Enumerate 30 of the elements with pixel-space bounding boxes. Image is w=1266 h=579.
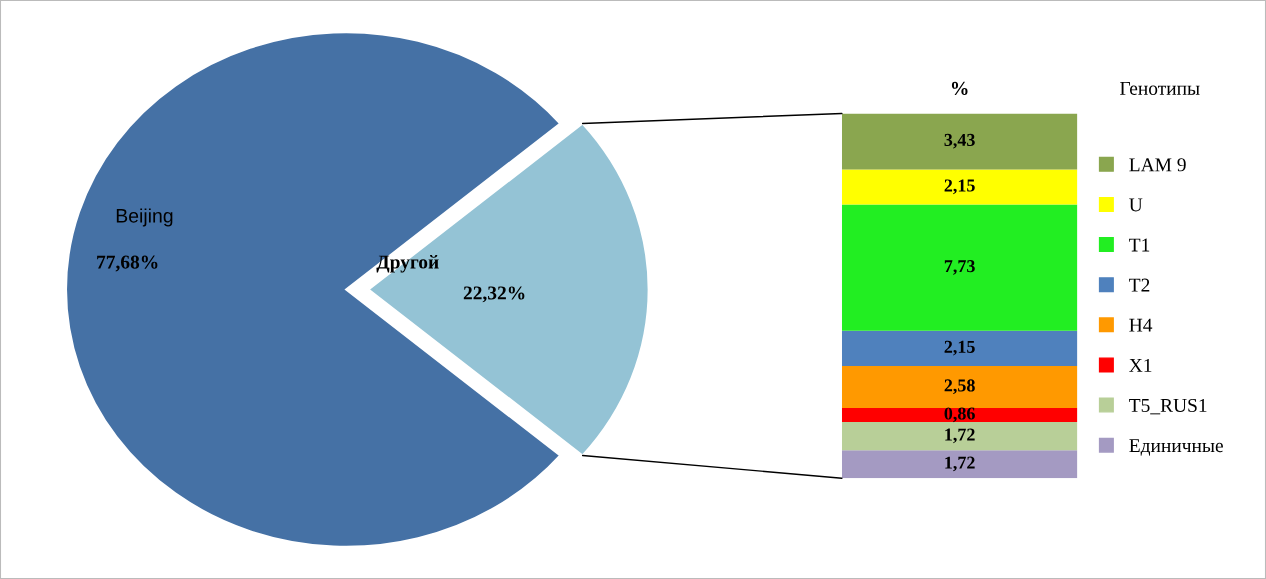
legend-label: LAM 9 [1129, 158, 1186, 172]
bar [841, 365, 1078, 409]
data-label: 2,58 [944, 379, 975, 395]
data-label: 2,15 [944, 179, 975, 195]
legend-label: T2 [1129, 278, 1150, 292]
data-label: 3,43 [944, 133, 975, 149]
bar [841, 204, 1078, 331]
legend-label: Единичные [1129, 439, 1223, 456]
bar [841, 169, 1078, 205]
chart-title: % [951, 81, 968, 96]
bar [841, 450, 1078, 479]
legend-label: T1 [1129, 238, 1150, 252]
legend-label: U [1129, 198, 1143, 212]
legend-label: X1 [1129, 358, 1152, 372]
legend-title: Генотипы [1120, 82, 1200, 95]
bar [841, 113, 1078, 170]
bar [841, 422, 1078, 451]
data-label: 1,72 [945, 428, 975, 444]
data-label: 0,86 [944, 407, 975, 423]
data-label: 7,73 [944, 260, 975, 275]
bar [841, 330, 1078, 366]
data-label: 1,72 [945, 456, 975, 472]
slice-label: Beijing [116, 208, 173, 227]
data-label: 77,68% [97, 255, 158, 272]
data-label: 2,15 [944, 340, 975, 356]
legend-label: H4 [1129, 318, 1153, 332]
legend-label: T5_RUS1 [1129, 398, 1207, 415]
data-label: 22,32% [463, 286, 525, 303]
bar [841, 408, 1078, 423]
slice-label: Другой [376, 255, 439, 273]
